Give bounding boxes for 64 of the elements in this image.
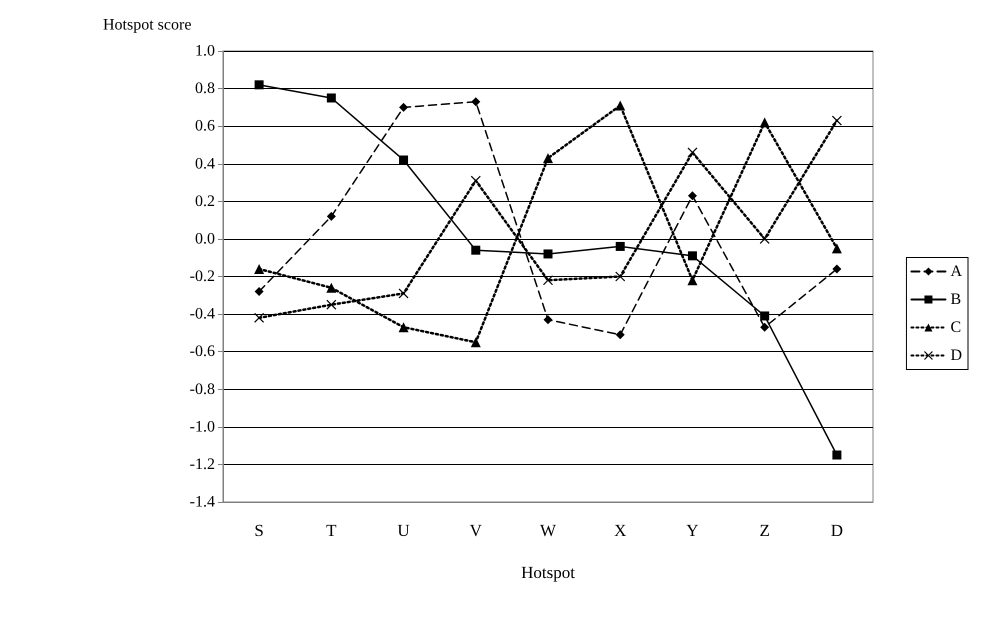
legend-label: B [950, 291, 962, 308]
point [615, 271, 626, 282]
point [687, 147, 698, 158]
legend-label: A [950, 263, 962, 280]
y-tick-label: 0.8 [195, 80, 215, 98]
point [254, 80, 264, 90]
point [398, 322, 409, 332]
x-axis-title: Hotspot [521, 563, 576, 582]
point [254, 264, 264, 274]
y-tick-label: -0.4 [190, 306, 215, 323]
point [832, 115, 842, 126]
point [687, 275, 698, 286]
point [616, 330, 625, 340]
point [542, 275, 554, 286]
point [688, 191, 697, 200]
point [254, 312, 264, 323]
x-tick-label: T [326, 521, 338, 540]
point [399, 155, 408, 164]
point [544, 249, 552, 258]
y-axis-title: Hotspot score [103, 16, 192, 34]
x-tick-label: X [614, 521, 626, 540]
y-tick-label: -1.0 [190, 418, 215, 436]
y-tick-label: -0.6 [190, 343, 215, 360]
y-tick-label: 1.0 [195, 42, 215, 60]
point [832, 450, 842, 460]
point [760, 234, 770, 244]
point [254, 287, 264, 296]
point [326, 282, 336, 293]
x-tick-label: U [397, 521, 410, 540]
point [688, 251, 697, 260]
x-tick-label: Y [686, 521, 699, 540]
point [471, 246, 480, 255]
point [326, 212, 336, 221]
point [543, 153, 553, 164]
point [544, 315, 552, 324]
x-tick-label: V [470, 521, 483, 540]
y-tick-label: -1.2 [190, 456, 215, 473]
point [326, 93, 336, 102]
point [326, 300, 336, 310]
point [615, 100, 626, 110]
point [760, 311, 770, 320]
point [616, 242, 625, 251]
point [399, 102, 408, 112]
y-tick-label: 0.2 [195, 192, 215, 210]
y-tick-label: 0.0 [195, 230, 215, 248]
point [398, 288, 409, 299]
y-tick-label: -0.8 [190, 380, 215, 398]
x-tick-label: D [830, 521, 844, 540]
point [470, 176, 481, 186]
legend-label: D [950, 347, 962, 364]
y-tick-label: -1.4 [190, 494, 215, 510]
y-tick-label: -0.2 [190, 268, 215, 285]
point [832, 264, 842, 274]
y-tick-label: 0.6 [195, 118, 215, 135]
point [760, 322, 770, 332]
legend-label: C [950, 319, 962, 336]
x-tick-label: W [540, 521, 557, 540]
x-tick-label: Z [759, 521, 770, 540]
y-tick-label: 0.4 [195, 155, 215, 172]
point [832, 243, 842, 254]
point [470, 337, 481, 348]
point [760, 117, 770, 128]
x-tick-label: S [254, 521, 264, 540]
point [471, 97, 480, 106]
